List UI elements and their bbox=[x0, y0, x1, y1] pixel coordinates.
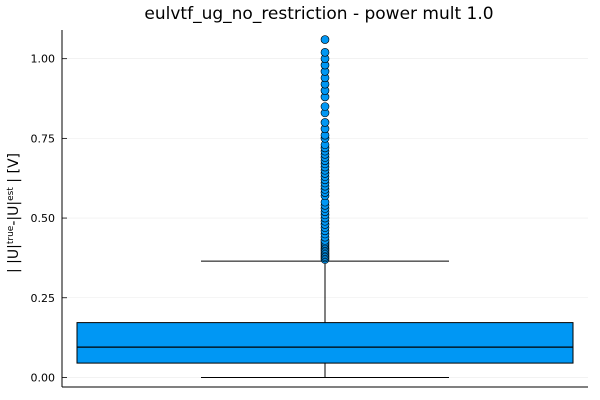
outlier-point bbox=[320, 118, 330, 127]
y-label-text: | [V] bbox=[6, 153, 22, 187]
y-label-superscript: est bbox=[6, 187, 16, 201]
axes bbox=[61, 30, 588, 388]
y-tick-label: 1.00 bbox=[31, 53, 56, 66]
y-ticks: 0.00 0.25 0.50 0.75 1.00 bbox=[31, 53, 67, 384]
chart-title: eulvtf_ug_no_restriction - power mult 1.… bbox=[144, 4, 493, 24]
outlier-points bbox=[320, 35, 330, 264]
y-tick-label: 0.00 bbox=[31, 371, 56, 384]
box-series bbox=[76, 260, 574, 378]
y-tick-label: 0.25 bbox=[31, 292, 56, 305]
outlier-point bbox=[320, 35, 330, 44]
y-tick-label: 0.50 bbox=[31, 212, 56, 225]
box-iqr bbox=[76, 322, 574, 364]
y-label-text: -|U| bbox=[6, 201, 22, 226]
y-label-superscript: true bbox=[6, 225, 16, 244]
outlier-point bbox=[320, 48, 330, 57]
y-tick-label: 0.75 bbox=[31, 132, 56, 145]
y-label-text: | |U| bbox=[6, 244, 22, 273]
y-axis-label: | |U|true-|U|est | [V] bbox=[6, 153, 22, 273]
outlier-point bbox=[320, 102, 330, 111]
